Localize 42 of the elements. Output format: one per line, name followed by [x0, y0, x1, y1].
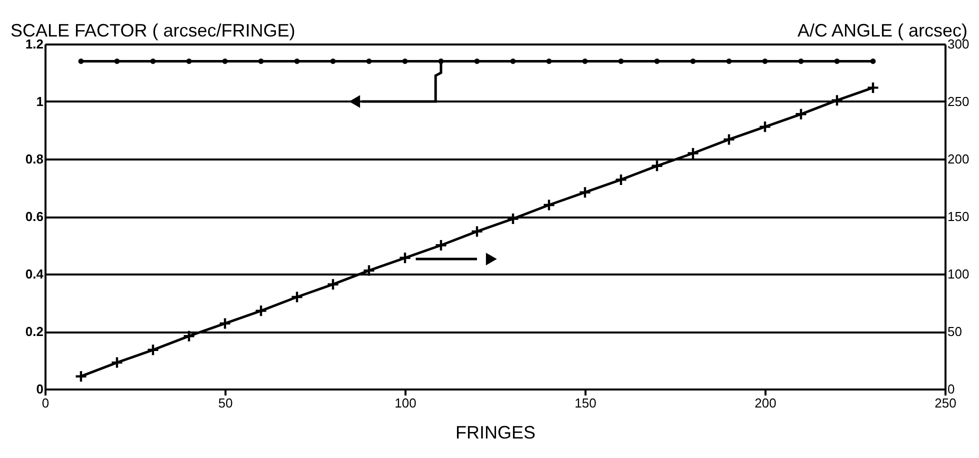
y-tick-label: 0.6 — [25, 209, 44, 224]
point — [758, 120, 772, 134]
y-tick-label: 0.2 — [25, 324, 44, 339]
point — [254, 304, 268, 318]
x-tick-label: 100 — [394, 396, 416, 410]
point — [542, 198, 556, 212]
y2-tick-label: 50 — [948, 324, 962, 339]
y-tick-label: 0.4 — [25, 266, 44, 282]
point — [830, 94, 844, 107]
point — [74, 370, 88, 383]
point — [614, 173, 628, 186]
y2-tick-label: 0 — [948, 382, 955, 396]
y2-tick-label: 250 — [948, 94, 970, 109]
x-tick-label: 200 — [754, 396, 776, 410]
point — [434, 238, 448, 252]
y2-axis-title: A/C ANGLE ( arcsec) — [797, 20, 968, 40]
point — [146, 344, 160, 356]
y2-tick-label: 100 — [948, 266, 970, 282]
point — [506, 212, 520, 226]
y2-tick-label: 150 — [948, 209, 970, 224]
y-tick-label: 0.8 — [25, 152, 44, 166]
point — [470, 225, 484, 238]
point — [182, 330, 196, 342]
point — [326, 278, 340, 291]
x-tick-label: 50 — [218, 396, 233, 410]
y2-tick-label: 200 — [948, 152, 970, 166]
point — [794, 108, 808, 120]
point — [110, 356, 124, 369]
x-tick-label: 150 — [574, 396, 596, 410]
y-tick-label: 0 — [36, 382, 44, 396]
x-tick-label: 250 — [934, 396, 956, 410]
point — [722, 133, 736, 146]
point — [578, 186, 592, 199]
point — [398, 252, 412, 264]
point — [866, 81, 880, 94]
x-axis-title: FRINGES — [455, 422, 536, 442]
y-tick-label: 1 — [36, 94, 44, 109]
point — [218, 317, 232, 330]
point — [290, 290, 304, 304]
point — [686, 146, 700, 160]
point — [362, 264, 376, 277]
point — [650, 160, 664, 172]
